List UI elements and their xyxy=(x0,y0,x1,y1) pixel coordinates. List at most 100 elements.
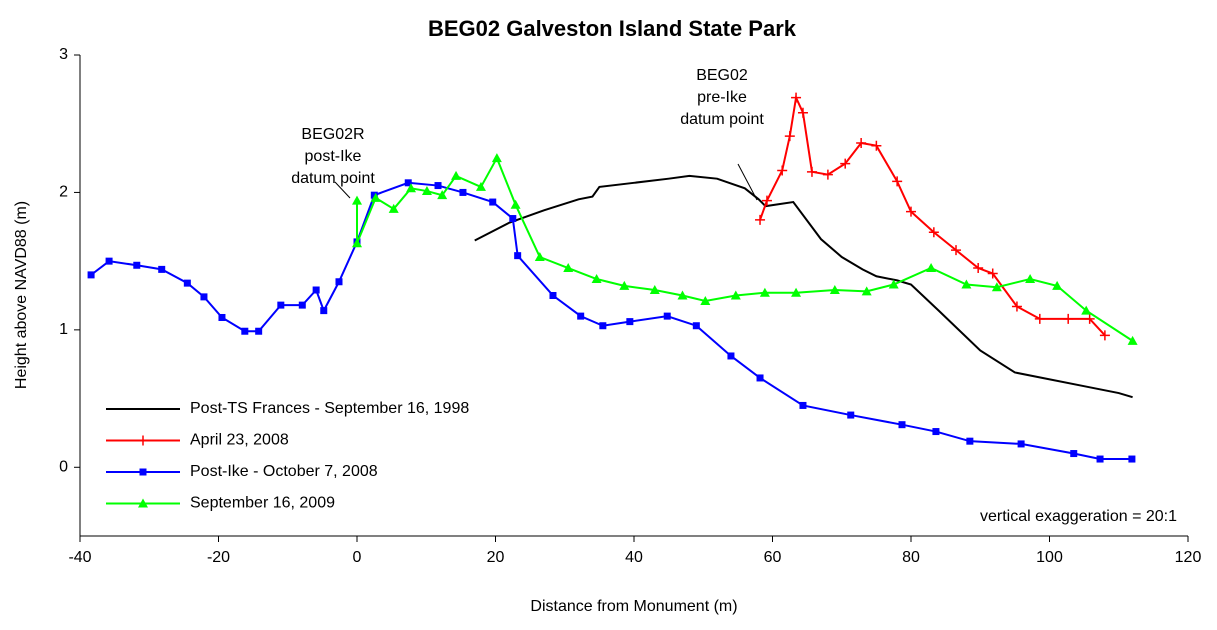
marker xyxy=(847,411,855,419)
marker xyxy=(806,166,817,177)
annotation: datum point xyxy=(680,111,764,128)
marker xyxy=(352,238,362,248)
marker xyxy=(797,107,808,118)
marker xyxy=(459,188,467,196)
x-tick-label: 80 xyxy=(902,549,920,566)
annotation: BEG02 xyxy=(696,67,748,84)
leader-line xyxy=(334,181,351,199)
legend-label: April 23, 2008 xyxy=(190,432,289,449)
marker xyxy=(133,261,141,269)
marker xyxy=(1099,330,1110,341)
marker xyxy=(352,195,362,205)
leader-line xyxy=(737,163,758,201)
marker xyxy=(138,498,148,508)
y-tick-label: 0 xyxy=(59,459,68,476)
legend-label: September 16, 2009 xyxy=(190,495,335,512)
marker xyxy=(1063,313,1074,324)
marker xyxy=(514,252,522,260)
marker xyxy=(451,170,462,180)
marker xyxy=(1011,301,1022,312)
marker xyxy=(898,421,906,429)
marker xyxy=(437,190,448,200)
marker xyxy=(871,140,882,151)
marker xyxy=(577,312,585,320)
marker xyxy=(861,286,872,296)
marker xyxy=(549,292,557,299)
marker xyxy=(312,286,320,294)
y-tick-label: 3 xyxy=(59,46,68,63)
marker xyxy=(626,318,634,326)
marker xyxy=(406,183,417,193)
marker xyxy=(87,271,95,279)
marker xyxy=(489,198,497,206)
marker xyxy=(534,252,545,262)
marker xyxy=(822,169,833,180)
marker xyxy=(277,301,285,309)
marker xyxy=(928,227,939,238)
marker xyxy=(700,295,711,305)
marker xyxy=(183,279,191,287)
marker xyxy=(1084,313,1095,324)
marker xyxy=(599,322,607,330)
x-tick-label: 20 xyxy=(487,549,505,566)
marker xyxy=(663,312,671,320)
marker xyxy=(1081,305,1092,315)
annotation: pre-Ike xyxy=(697,89,747,106)
marker xyxy=(1127,335,1138,345)
annotation: datum point xyxy=(291,170,375,187)
marker xyxy=(491,153,502,163)
marker xyxy=(692,322,700,330)
x-tick-label: -40 xyxy=(68,549,91,566)
marker xyxy=(1017,440,1025,448)
marker xyxy=(784,131,795,142)
marker xyxy=(755,214,766,225)
marker xyxy=(335,278,343,286)
marker xyxy=(200,293,208,301)
marker xyxy=(926,263,937,273)
marker xyxy=(298,301,306,309)
marker xyxy=(759,287,770,297)
chart-title: BEG02 Galveston Island State Park xyxy=(428,16,797,41)
marker xyxy=(158,265,166,273)
marker xyxy=(475,181,486,191)
marker xyxy=(105,257,113,265)
series-line xyxy=(474,174,1133,399)
marker xyxy=(727,352,735,360)
marker xyxy=(932,428,940,436)
marker xyxy=(370,192,381,202)
marker xyxy=(1052,280,1063,290)
marker xyxy=(649,285,660,295)
marker xyxy=(799,401,807,409)
marker xyxy=(510,199,521,209)
marker xyxy=(987,268,998,279)
marker xyxy=(840,158,851,169)
marker xyxy=(1034,313,1045,324)
marker xyxy=(1070,450,1078,458)
marker xyxy=(619,280,630,290)
marker xyxy=(906,206,916,217)
annotation: vertical exaggeration = 20:1 xyxy=(980,508,1177,525)
marker xyxy=(892,176,903,187)
series-line xyxy=(90,181,1132,461)
marker xyxy=(139,468,147,476)
y-axis-label: Height above NAVD88 (m) xyxy=(13,201,30,389)
marker xyxy=(777,165,788,176)
marker xyxy=(320,307,328,315)
marker xyxy=(509,215,517,223)
marker xyxy=(1096,455,1104,463)
marker xyxy=(791,287,802,297)
marker xyxy=(241,327,249,335)
x-tick-label: 120 xyxy=(1175,549,1202,566)
marker xyxy=(563,263,574,273)
marker xyxy=(255,327,263,335)
marker xyxy=(218,313,226,321)
x-tick-label: 40 xyxy=(625,549,643,566)
annotation: post-Ike xyxy=(305,148,362,165)
x-tick-label: 100 xyxy=(1036,549,1063,566)
marker xyxy=(951,245,962,256)
marker xyxy=(991,282,1002,292)
annotation: BEG02R xyxy=(301,126,364,143)
marker xyxy=(434,182,442,190)
x-tick-label: 0 xyxy=(353,549,362,566)
